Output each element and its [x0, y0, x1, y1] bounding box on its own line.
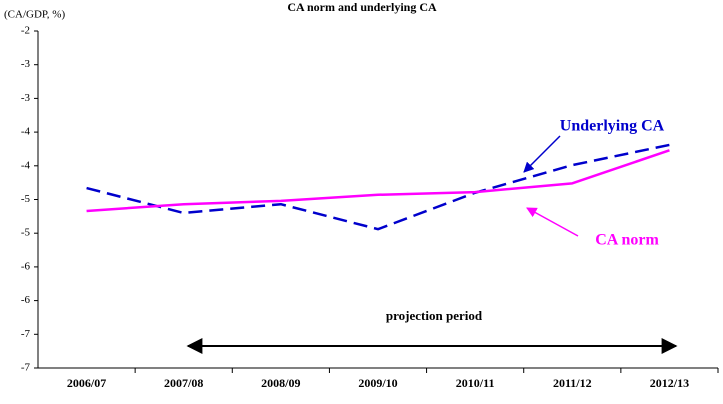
y-tick-label: -3: [21, 92, 31, 104]
y-tick-label: -7: [21, 328, 31, 340]
y-tick-label: -2: [21, 25, 30, 37]
x-tick-label: 2012/13: [650, 376, 689, 390]
y-tick-label: -3: [21, 58, 31, 70]
x-tick-label: 2008/09: [261, 376, 300, 390]
y-tick-label: -5: [21, 193, 31, 205]
series-line: [86, 143, 670, 231]
y-tick-label: -7: [21, 362, 31, 374]
series-label: Underlying CA: [560, 118, 665, 135]
y-tick-label: -4: [21, 159, 31, 171]
y-tick-label: -6: [21, 260, 31, 272]
chart-title: CA norm and underlying CA: [287, 0, 437, 14]
y-axis-label: (CA/GDP, %): [4, 9, 65, 21]
x-tick-label: 2006/07: [67, 376, 106, 390]
x-tick-label: 2011/12: [553, 376, 592, 390]
annotation-arrow: [523, 135, 561, 173]
x-tick-label: 2010/11: [456, 376, 495, 390]
y-tick-label: -4: [21, 126, 31, 138]
projection-label: projection period: [386, 308, 483, 323]
y-tick-label: -5: [21, 227, 31, 239]
series-line: [86, 149, 670, 213]
x-tick-label: 2009/10: [358, 376, 397, 390]
annotation-arrow: [526, 207, 579, 237]
y-tick-label: -6: [21, 294, 31, 306]
x-tick-label: 2007/08: [164, 376, 203, 390]
series-label: CA norm: [595, 232, 659, 249]
